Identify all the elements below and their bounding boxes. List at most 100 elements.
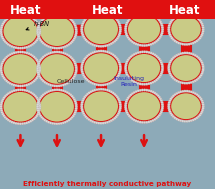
Circle shape: [64, 15, 67, 17]
Circle shape: [38, 72, 41, 74]
Circle shape: [161, 24, 163, 27]
Circle shape: [168, 63, 171, 66]
Text: Cellulose: Cellulose: [57, 79, 85, 84]
Circle shape: [167, 69, 170, 71]
Circle shape: [145, 51, 148, 53]
Circle shape: [125, 12, 163, 46]
Circle shape: [202, 67, 204, 69]
Circle shape: [80, 103, 83, 105]
Circle shape: [183, 43, 186, 46]
Circle shape: [169, 74, 172, 77]
Circle shape: [69, 56, 72, 58]
Circle shape: [62, 52, 65, 54]
Circle shape: [168, 90, 204, 122]
Circle shape: [129, 78, 132, 81]
Circle shape: [175, 54, 178, 57]
Circle shape: [19, 51, 22, 53]
Circle shape: [124, 106, 127, 108]
Circle shape: [118, 111, 121, 113]
Circle shape: [201, 61, 203, 64]
Circle shape: [37, 100, 40, 102]
Circle shape: [9, 120, 12, 122]
Circle shape: [93, 44, 96, 46]
Circle shape: [169, 98, 172, 100]
Circle shape: [124, 108, 127, 110]
Circle shape: [0, 104, 3, 106]
Circle shape: [202, 103, 204, 105]
Circle shape: [169, 61, 171, 64]
Circle shape: [147, 44, 150, 46]
Circle shape: [155, 55, 158, 57]
Circle shape: [135, 13, 138, 16]
Circle shape: [0, 13, 41, 49]
Circle shape: [202, 30, 204, 33]
Circle shape: [84, 77, 87, 80]
Circle shape: [139, 89, 142, 91]
Circle shape: [183, 52, 186, 54]
Circle shape: [160, 61, 163, 64]
Circle shape: [36, 68, 39, 70]
Circle shape: [157, 77, 160, 80]
Circle shape: [0, 70, 3, 72]
Circle shape: [3, 91, 38, 122]
Circle shape: [169, 34, 171, 36]
Circle shape: [170, 16, 201, 43]
Circle shape: [7, 119, 10, 121]
Circle shape: [97, 45, 100, 47]
Circle shape: [145, 83, 148, 85]
Circle shape: [73, 98, 76, 101]
Circle shape: [112, 53, 115, 56]
Circle shape: [13, 52, 15, 54]
Circle shape: [154, 15, 156, 17]
Circle shape: [0, 28, 3, 30]
Circle shape: [171, 58, 174, 60]
Circle shape: [174, 93, 177, 96]
Circle shape: [174, 117, 177, 119]
Circle shape: [62, 122, 65, 124]
Circle shape: [34, 41, 37, 43]
Circle shape: [74, 64, 77, 66]
Circle shape: [43, 119, 46, 121]
Circle shape: [95, 50, 98, 53]
Circle shape: [112, 41, 115, 44]
Circle shape: [141, 83, 144, 85]
Circle shape: [25, 84, 28, 86]
Circle shape: [161, 101, 163, 104]
Circle shape: [131, 79, 134, 82]
Circle shape: [137, 82, 140, 85]
Circle shape: [23, 84, 26, 87]
Circle shape: [39, 59, 42, 61]
Circle shape: [168, 32, 171, 34]
Circle shape: [129, 94, 132, 96]
Circle shape: [124, 25, 127, 28]
Circle shape: [106, 44, 109, 46]
Circle shape: [198, 37, 201, 40]
Circle shape: [11, 90, 13, 93]
Circle shape: [80, 26, 83, 29]
Circle shape: [143, 121, 146, 124]
Circle shape: [118, 34, 121, 36]
Circle shape: [37, 89, 77, 125]
Circle shape: [119, 30, 122, 33]
Circle shape: [37, 109, 40, 112]
Circle shape: [42, 80, 45, 82]
Circle shape: [34, 116, 37, 119]
Circle shape: [201, 111, 203, 113]
Circle shape: [81, 88, 121, 124]
Circle shape: [190, 91, 193, 93]
Circle shape: [36, 66, 39, 68]
Circle shape: [104, 50, 107, 53]
Circle shape: [73, 75, 76, 78]
Circle shape: [47, 15, 50, 17]
Circle shape: [104, 83, 107, 86]
Circle shape: [37, 98, 39, 101]
Circle shape: [133, 53, 136, 56]
Circle shape: [115, 77, 118, 80]
Circle shape: [188, 52, 190, 54]
Circle shape: [29, 91, 32, 94]
Circle shape: [159, 112, 162, 115]
Circle shape: [0, 102, 3, 104]
Circle shape: [83, 58, 86, 60]
Circle shape: [186, 13, 189, 15]
Circle shape: [84, 56, 87, 59]
